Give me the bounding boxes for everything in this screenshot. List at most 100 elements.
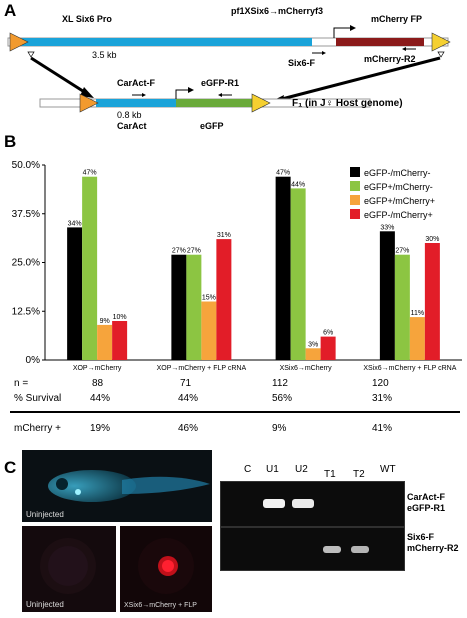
bar xyxy=(171,254,187,360)
gel-image xyxy=(220,481,405,571)
tadpole-caption: Uninjected xyxy=(26,510,64,519)
legend-swatch xyxy=(350,181,360,191)
bar xyxy=(201,301,217,360)
band-u1 xyxy=(263,499,285,508)
band-t1 xyxy=(323,546,341,553)
bar xyxy=(97,324,113,360)
mcherry-fp-label: mCherry FP xyxy=(371,14,423,24)
bar-value-label: 44% xyxy=(291,181,305,188)
panel-a-letter: A xyxy=(4,1,17,20)
n-value-1: 88 xyxy=(92,378,104,389)
panel-c-letter: C xyxy=(4,458,17,477)
photo-tadpole-uninjected: Uninjected xyxy=(22,450,212,522)
lane-wt-label: WT xyxy=(380,464,396,475)
summary-table: n = % Survival mCherry + 88 71 112 120 4… xyxy=(0,378,467,488)
frt-site-left-top xyxy=(9,32,29,52)
mcherry-segment xyxy=(336,38,424,46)
y-tick-label: 0% xyxy=(26,355,41,366)
band-t2 xyxy=(351,546,369,553)
category-label: XSix6→mCherry + FLP cRNA xyxy=(363,365,456,372)
legend-swatch xyxy=(350,209,360,219)
photo-eye-uninjected: Uninjected xyxy=(22,526,116,612)
gel-row1-label-2: eGFP-R1 xyxy=(407,503,446,513)
category-label: XOP→mCherry xyxy=(73,365,122,372)
six6-f-label: Six6-F xyxy=(288,58,316,68)
bar-chart: 0% 12.5% 25.0% 37.5% 50.0% 34% 47% 9%10% XOP→mCh… xyxy=(12,160,462,372)
photo-eye-injected: XSix6→mCherry + FLP xyxy=(120,526,212,612)
frt-site-right-top xyxy=(431,32,451,52)
construct-title: pf1XSix6→mCherryf3 xyxy=(231,6,324,16)
lane-t2-label: T2 xyxy=(353,469,365,480)
bar xyxy=(305,348,321,360)
bar xyxy=(379,231,395,360)
bar-value-label: 33% xyxy=(380,224,394,231)
construct-diagram xyxy=(7,25,451,113)
lane-u2-label: U2 xyxy=(295,464,308,475)
bar xyxy=(82,176,98,360)
bar-value-label: 34% xyxy=(68,220,82,227)
category-label: XOP→mCherry + FLP cRNA xyxy=(157,365,247,372)
panel-b-letter: B xyxy=(4,132,17,151)
survival-value-4: 31% xyxy=(372,393,393,404)
bar xyxy=(186,254,202,360)
legend-label: eGFP+/mCherry+ xyxy=(364,196,435,206)
bar xyxy=(216,239,232,360)
gel-row2-label-2: mCherry-R2 xyxy=(407,543,459,553)
eye-uninjected-image xyxy=(40,538,96,594)
mcherry-value-2: 46% xyxy=(178,423,199,434)
gel-row2-label-1: Six6-F xyxy=(407,532,435,542)
bar xyxy=(112,321,128,360)
promoter-size: 3.5 kb xyxy=(92,50,117,60)
n-value-3: 112 xyxy=(272,378,288,389)
category-label: XSix6→mCherry xyxy=(280,365,333,372)
bar-value-label: 47% xyxy=(83,170,97,177)
bar xyxy=(394,254,410,360)
legend-swatch xyxy=(350,195,360,205)
row-n-label: n = xyxy=(14,378,29,389)
egfp-r1-label: eGFP-R1 xyxy=(201,78,240,88)
bar-value-label: 31% xyxy=(217,232,231,239)
bar xyxy=(275,176,291,360)
n-value-2: 71 xyxy=(180,378,192,389)
bar-value-label: 10% xyxy=(113,314,127,321)
bar xyxy=(290,188,306,360)
mcherry-value-1: 19% xyxy=(90,423,111,434)
bar-value-label: 3% xyxy=(308,341,318,348)
host-genome-label: F₁ (in J♀ Host genome) xyxy=(292,98,403,109)
egfp-segment xyxy=(176,99,252,107)
eye-injected-image xyxy=(138,538,194,594)
survival-value-2: 44% xyxy=(178,393,199,404)
legend-swatch xyxy=(350,167,360,177)
lane-t1-label: T1 xyxy=(324,469,336,480)
recombination-arrow-right xyxy=(277,56,441,102)
caract-segment xyxy=(96,99,176,107)
y-tick-label: 12.5% xyxy=(12,306,40,317)
survival-value-1: 44% xyxy=(90,393,111,404)
caract-label: CarAct xyxy=(117,121,147,131)
survival-value-3: 56% xyxy=(272,393,293,404)
bar-value-label: 15% xyxy=(202,295,216,302)
bar-value-label: 47% xyxy=(276,170,290,177)
y-tick-label: 37.5% xyxy=(12,209,40,220)
frt-site-left-bottom xyxy=(79,93,99,113)
gel-bands xyxy=(221,499,404,553)
bar-value-label: 11% xyxy=(411,310,425,317)
mcherry-r2-label: mCherry-R2 xyxy=(364,54,416,64)
y-tick-label: 50.0% xyxy=(12,160,40,171)
gel-row1-label-1: CarAct-F xyxy=(407,492,446,502)
legend-label: eGFP-/mCherry+ xyxy=(364,210,433,220)
promoter-label: XL Six6 Pro xyxy=(62,14,112,24)
caract-f-label: CarAct-F xyxy=(117,78,156,88)
eye-injected-caption: XSix6→mCherry + FLP xyxy=(124,602,197,609)
bar-value-label: 30% xyxy=(425,236,439,243)
bar xyxy=(67,227,83,360)
bar xyxy=(409,317,425,360)
bar-value-label: 27% xyxy=(187,248,201,255)
tadpole-image xyxy=(48,470,210,502)
bar-value-label: 6% xyxy=(323,330,333,337)
row-mcherry-label: mCherry + xyxy=(14,423,61,434)
bar-value-label: 9% xyxy=(100,318,110,325)
eye-uninjected-caption: Uninjected xyxy=(26,600,64,609)
mcherry-value-3: 9% xyxy=(272,423,287,434)
lane-c-label: C xyxy=(244,464,252,475)
